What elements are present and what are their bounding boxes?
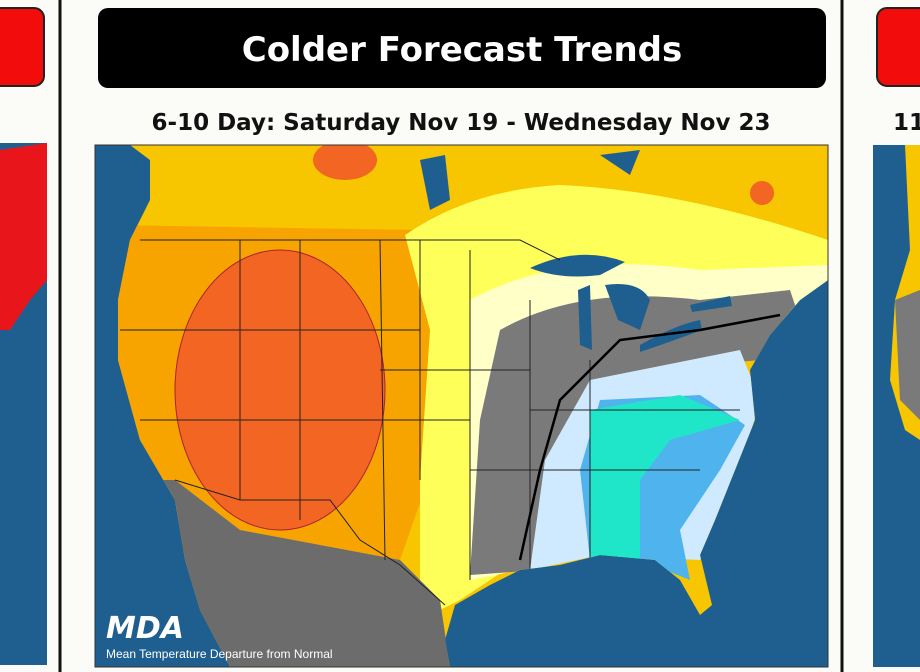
logo: MDA	[106, 611, 184, 646]
title-bar	[98, 8, 826, 88]
lake	[640, 320, 702, 352]
zone-much-warm	[174, 249, 386, 531]
lake	[578, 285, 592, 350]
zone-much-warm-north	[313, 145, 377, 180]
right-map-region	[895, 290, 920, 420]
lake	[420, 155, 450, 210]
lake	[605, 284, 650, 330]
right-panel: 11	[873, 7, 920, 667]
map: MDA Mean Temperature Departure from Norm…	[95, 145, 828, 667]
subtitle: 6-10 Day: Saturday Nov 19 - Wednesday No…	[152, 110, 771, 136]
caption: Mean Temperature Departure from Normal	[106, 647, 333, 661]
lake	[690, 296, 732, 312]
borders	[120, 239, 740, 606]
right-header	[876, 7, 920, 87]
left-panel	[0, 0, 62, 672]
mexico	[118, 480, 450, 667]
zone-colder	[590, 395, 740, 560]
left-map-region	[0, 143, 47, 330]
zone-much-warm-east	[750, 181, 774, 205]
title: Colder Forecast Trends	[242, 30, 683, 70]
right-subtitle: 11	[893, 110, 920, 136]
map-frame	[94, 144, 829, 668]
main-panel: Colder Forecast Trends 6-10 Day: Saturda…	[94, 0, 844, 672]
left-header	[0, 7, 45, 87]
front-line	[518, 313, 781, 561]
lake	[600, 150, 640, 175]
land	[118, 145, 828, 667]
lake	[530, 254, 625, 277]
